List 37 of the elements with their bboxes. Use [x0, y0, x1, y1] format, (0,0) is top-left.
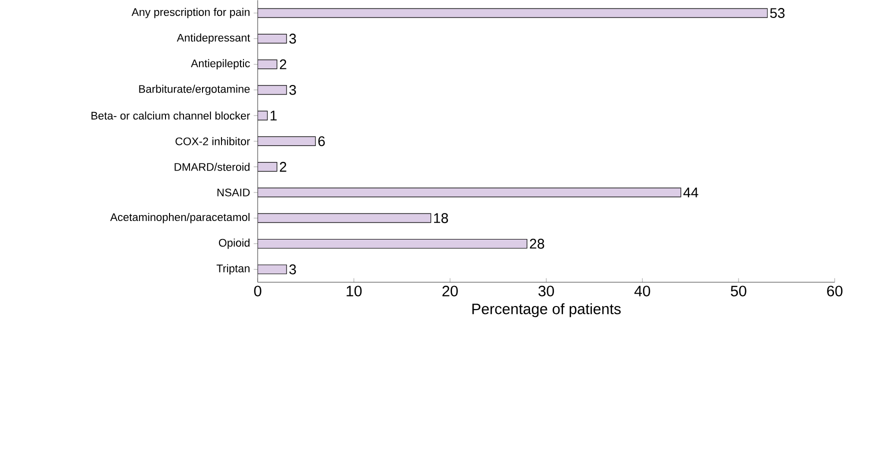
bar — [258, 213, 432, 223]
data-label: 3 — [289, 84, 296, 95]
y-tick-label: Beta- or calcium channel blocker — [92, 112, 250, 120]
data-label: 53 — [770, 8, 785, 18]
x-tick-label: 30 — [538, 286, 554, 296]
data-label: 3 — [289, 34, 296, 44]
data-label: 2 — [280, 59, 286, 70]
y-tick-label: Antidepressant — [176, 34, 250, 44]
y-tick-label: Any prescription for pain — [132, 8, 250, 18]
x-axis-title: Percentage of patients — [472, 303, 621, 318]
data-label: 28 — [530, 238, 544, 249]
x-tick-label: 60 — [827, 286, 842, 296]
y-tick-label: Antiepileptic — [190, 59, 250, 70]
y-tick-label: Triptan — [216, 264, 250, 275]
bar — [258, 238, 528, 249]
bar — [258, 136, 316, 146]
x-tick-label: 10 — [346, 286, 362, 296]
data-label: 44 — [683, 188, 698, 198]
data-label: 2 — [280, 162, 286, 172]
bar — [258, 60, 278, 70]
bar — [258, 264, 287, 274]
x-tick-label: 0 — [254, 286, 262, 296]
y-tick-label: DMARD/steroid — [174, 162, 250, 171]
y-tick-label: NSAID — [217, 188, 250, 196]
bar — [258, 162, 278, 172]
data-label: 3 — [289, 264, 296, 274]
y-tick-label: Opioid — [218, 238, 250, 249]
y-tick-label: COX-2 inhibitor — [176, 137, 250, 146]
x-tick-label: 20 — [442, 286, 458, 296]
data-label: 6 — [318, 136, 325, 146]
data-label: 18 — [434, 213, 448, 224]
data-label: 1 — [270, 110, 277, 120]
y-tick-label: Barbiturate/ergotamine — [139, 84, 250, 96]
y-tick-label: Acetaminophen/paracetamol — [110, 212, 250, 224]
x-tick-label: 50 — [730, 286, 746, 296]
bar — [258, 34, 287, 44]
x-tick-label: 40 — [634, 286, 650, 296]
